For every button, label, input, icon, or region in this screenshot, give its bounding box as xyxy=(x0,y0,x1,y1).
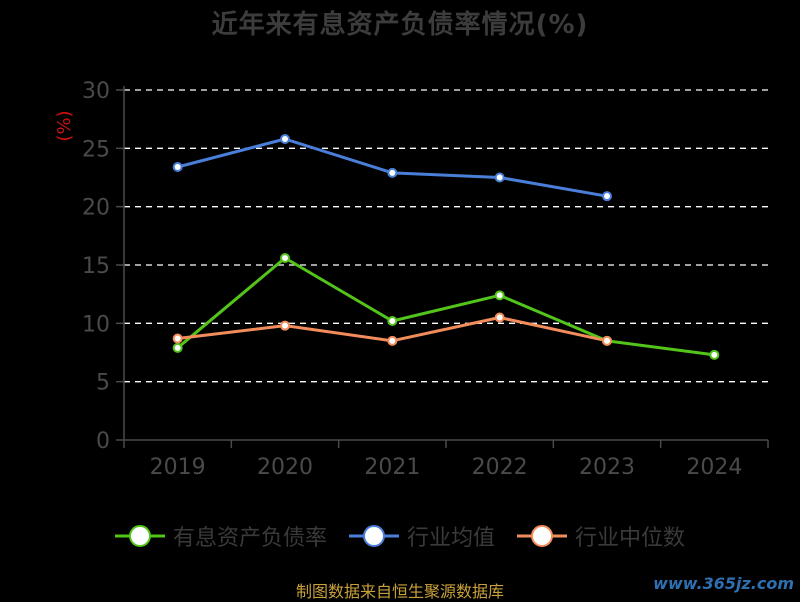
x-tick-label: 2022 xyxy=(472,455,528,480)
y-tick-label: 30 xyxy=(82,79,110,104)
x-tick-label: 2021 xyxy=(364,455,420,480)
legend-label: 有息资产负债率 xyxy=(172,526,327,551)
data-point xyxy=(494,312,505,323)
data-point xyxy=(387,335,398,346)
data-point xyxy=(602,335,612,346)
chart-legend: 有息资产负债率 行业均值 行业中位数 xyxy=(0,520,800,552)
data-point xyxy=(387,167,398,178)
legend-item[interactable]: 行业中位数 xyxy=(517,520,685,552)
data-point xyxy=(172,333,183,344)
x-tick-label: 2020 xyxy=(257,455,313,480)
data-point xyxy=(387,316,398,326)
series-line xyxy=(177,137,608,198)
x-tick-label: 2023 xyxy=(579,455,635,480)
legend-line-icon xyxy=(348,525,399,547)
y-axis-unit-label: (%) xyxy=(54,110,75,141)
y-tick-label: 20 xyxy=(82,196,110,221)
data-point xyxy=(172,162,183,172)
y-tick-label: 0 xyxy=(96,429,110,454)
x-tick-label: 2019 xyxy=(150,455,206,480)
data-point xyxy=(709,349,720,360)
data-point xyxy=(494,290,505,301)
data-point xyxy=(494,172,505,183)
data-point xyxy=(280,320,290,331)
data-point xyxy=(280,253,290,263)
legend-label: 行业中位数 xyxy=(575,526,686,551)
data-point xyxy=(172,342,183,353)
legend-item[interactable]: 行业均值 xyxy=(348,520,495,552)
legend-line-icon xyxy=(114,525,165,547)
x-tick-label: 2024 xyxy=(686,455,742,480)
watermark-logo: www.365jz.com xyxy=(653,574,794,593)
y-tick-label: 25 xyxy=(82,137,110,162)
y-tick-label: 5 xyxy=(96,371,110,396)
data-source-note: 制图数据来自恒生聚源数据库 xyxy=(295,582,504,601)
legend-label: 行业均值 xyxy=(406,526,495,551)
legend-line-icon xyxy=(517,525,567,547)
y-tick-label: 15 xyxy=(82,254,110,279)
chart-title: 近年来有息资产负债率情况(%) xyxy=(211,10,589,40)
legend-item[interactable]: 有息资产负债率 xyxy=(114,520,327,552)
data-point xyxy=(602,191,612,202)
data-point xyxy=(280,134,290,144)
series-line xyxy=(176,256,715,357)
y-tick-label: 10 xyxy=(82,312,110,337)
